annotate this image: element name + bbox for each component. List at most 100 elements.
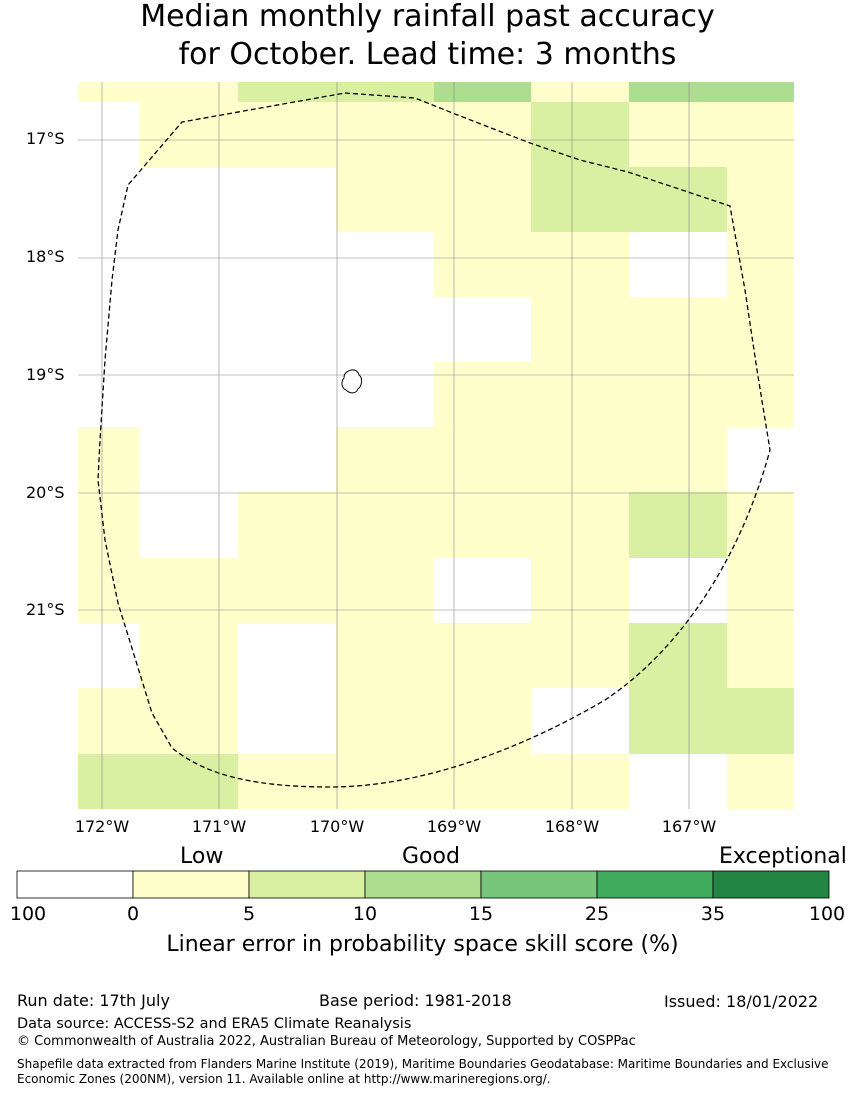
- grid-cell: [434, 167, 531, 232]
- lon-label-169W: 169°W: [426, 817, 482, 836]
- grid-cell: [238, 297, 336, 362]
- grid-cell: [629, 427, 727, 492]
- grid-cell: [727, 232, 794, 297]
- colorbar-tick: 100: [9, 903, 47, 925]
- grid-cell: [434, 102, 531, 167]
- legend-category-low: Low: [180, 844, 224, 869]
- grid-cell: [238, 167, 336, 232]
- colorbar-tick: 25: [584, 903, 610, 925]
- grid-cell: [78, 362, 140, 427]
- grid-cell: [531, 623, 629, 688]
- grid-cell: [336, 102, 434, 167]
- colorbar: [16, 870, 830, 899]
- grid-cell: [531, 232, 629, 297]
- lon-label-170W: 170°W: [309, 817, 365, 836]
- skill-grid: [78, 82, 794, 809]
- grid-cell: [238, 102, 336, 167]
- grid-cell: [140, 82, 238, 102]
- lon-label-168W: 168°W: [544, 817, 600, 836]
- grid-cell: [727, 167, 794, 232]
- grid-cell: [336, 623, 434, 688]
- grid-cell: [629, 362, 727, 427]
- grid-cell: [336, 82, 434, 102]
- grid-cell: [78, 297, 140, 362]
- grid-cell: [336, 688, 434, 754]
- island-outline: [341, 369, 362, 394]
- grid-cell: [434, 558, 531, 623]
- grid-cell: [629, 102, 727, 167]
- grid-cell: [531, 167, 629, 232]
- grid-cell: [336, 754, 434, 809]
- grid-cell: [238, 558, 336, 623]
- colorbar-swatch: [364, 870, 482, 899]
- data-source: Data source: ACCESS-S2 and ERA5 Climate …: [17, 1016, 412, 1032]
- colorbar-swatch: [596, 870, 714, 899]
- grid-cell: [238, 427, 336, 492]
- grid-cell: [629, 558, 727, 623]
- grid-cell: [434, 362, 531, 427]
- grid-cell: [629, 82, 727, 102]
- grid-cell: [78, 754, 140, 809]
- grid-cell: [434, 754, 531, 809]
- grid-cell: [140, 558, 238, 623]
- graticule: [78, 82, 794, 809]
- map-title-line-2: for October. Lead time: 3 months: [178, 37, 677, 72]
- grid-cell: [78, 167, 140, 232]
- grid-cell: [629, 297, 727, 362]
- grid-cell: [140, 297, 238, 362]
- grid-cell: [140, 623, 238, 688]
- grid-cell: [531, 82, 629, 102]
- shapefile-note: Shapefile data extracted from Flanders M…: [17, 1057, 829, 1086]
- grid-cell: [531, 754, 629, 809]
- grid-cell: [336, 492, 434, 558]
- grid-cell: [727, 623, 794, 688]
- grid-cell: [140, 688, 238, 754]
- grid-cell: [78, 558, 140, 623]
- run-date: Run date: 17th July: [17, 991, 170, 1010]
- grid-cell: [727, 102, 794, 167]
- grid-cell: [140, 427, 238, 492]
- map-title-line-1: Median monthly rainfall past accuracy: [140, 0, 715, 34]
- issued-date: Issued: 18/01/2022: [664, 992, 819, 1011]
- grid-cell: [238, 688, 336, 754]
- grid-cell: [336, 232, 434, 297]
- lon-label-167W: 167°W: [661, 817, 717, 836]
- grid-cell: [434, 623, 531, 688]
- colorbar-swatch: [132, 870, 250, 899]
- grid-cell: [727, 297, 794, 362]
- colorbar-swatch: [248, 870, 366, 899]
- grid-cell: [140, 754, 238, 809]
- legend-category-exceptional: Exceptional: [719, 844, 847, 869]
- grid-cell: [531, 492, 629, 558]
- grid-cell: [140, 362, 238, 427]
- copyright: © Commonwealth of Australia 2022, Austra…: [17, 1034, 636, 1049]
- grid-cell: [238, 232, 336, 297]
- colorbar-tick: 0: [126, 903, 140, 925]
- colorbar-swatch: [16, 870, 134, 899]
- colorbar-tick: 15: [468, 903, 494, 925]
- grid-cell: [727, 492, 794, 558]
- grid-cell: [531, 297, 629, 362]
- grid-cell: [629, 754, 727, 809]
- grid-cell: [629, 492, 727, 558]
- lon-label-172W: 172°W: [74, 817, 130, 836]
- grid-cell: [78, 623, 140, 688]
- grid-cell: [727, 688, 794, 754]
- lat-label-21S: 21°S: [26, 600, 65, 619]
- grid-cell: [238, 492, 336, 558]
- grid-cell: [531, 558, 629, 623]
- grid-cell: [140, 167, 238, 232]
- grid-cell: [238, 754, 336, 809]
- legend-category-good: Good: [402, 844, 460, 869]
- grid-cell: [629, 688, 727, 754]
- grid-cell: [727, 754, 794, 809]
- grid-cell: [434, 427, 531, 492]
- grid-cell: [531, 688, 629, 754]
- grid-cell: [531, 102, 629, 167]
- lat-label-20S: 20°S: [26, 483, 65, 502]
- grid-cell: [78, 232, 140, 297]
- grid-cell: [531, 427, 629, 492]
- grid-cell: [336, 297, 434, 362]
- grid-cell: [78, 427, 140, 492]
- grid-cell: [238, 362, 336, 427]
